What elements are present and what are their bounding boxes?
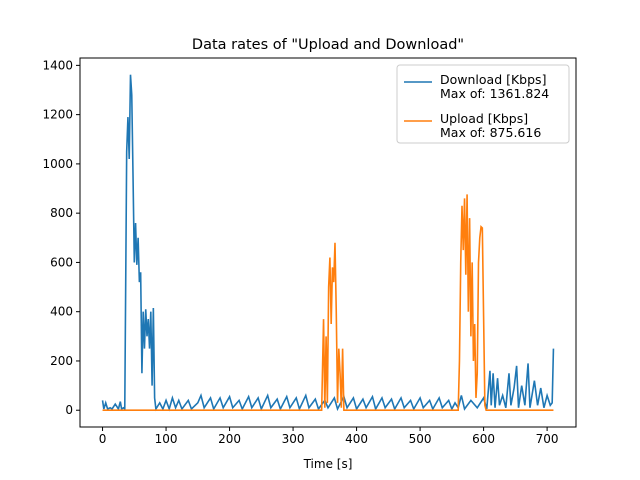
legend-label: Download [Kbps] Max of: 1361.824	[440, 72, 550, 101]
y-tick-label: 0	[65, 403, 73, 417]
x-axis-label: Time [s]	[303, 457, 353, 471]
data-line	[101, 74, 555, 412]
y-tick-label: 200	[50, 354, 73, 368]
axes-frame	[79, 57, 577, 428]
x-tick-label: 200	[218, 432, 241, 446]
x-tick-label: 100	[155, 432, 178, 446]
legend-box	[396, 64, 570, 144]
y-tick-label: 400	[50, 305, 73, 319]
y-tick-label: 600	[50, 255, 73, 269]
x-tick-label: 700	[536, 432, 559, 446]
y-tick-label: 1200	[42, 108, 73, 122]
x-tick-label: 300	[282, 432, 305, 446]
data-line	[102, 194, 554, 412]
x-tick-label: 600	[472, 432, 495, 446]
chart-title: Data rates of "Upload and Download"	[192, 37, 464, 53]
x-tick-label: 0	[99, 432, 107, 446]
x-tick-label: 500	[409, 432, 432, 446]
y-tick-label: 1400	[42, 58, 73, 72]
y-tick-label: 800	[50, 206, 73, 220]
legend-label: Upload [Kbps] Max of: 875.616	[440, 111, 542, 140]
y-tick-label: 1000	[42, 157, 73, 171]
x-tick-label: 400	[345, 432, 368, 446]
